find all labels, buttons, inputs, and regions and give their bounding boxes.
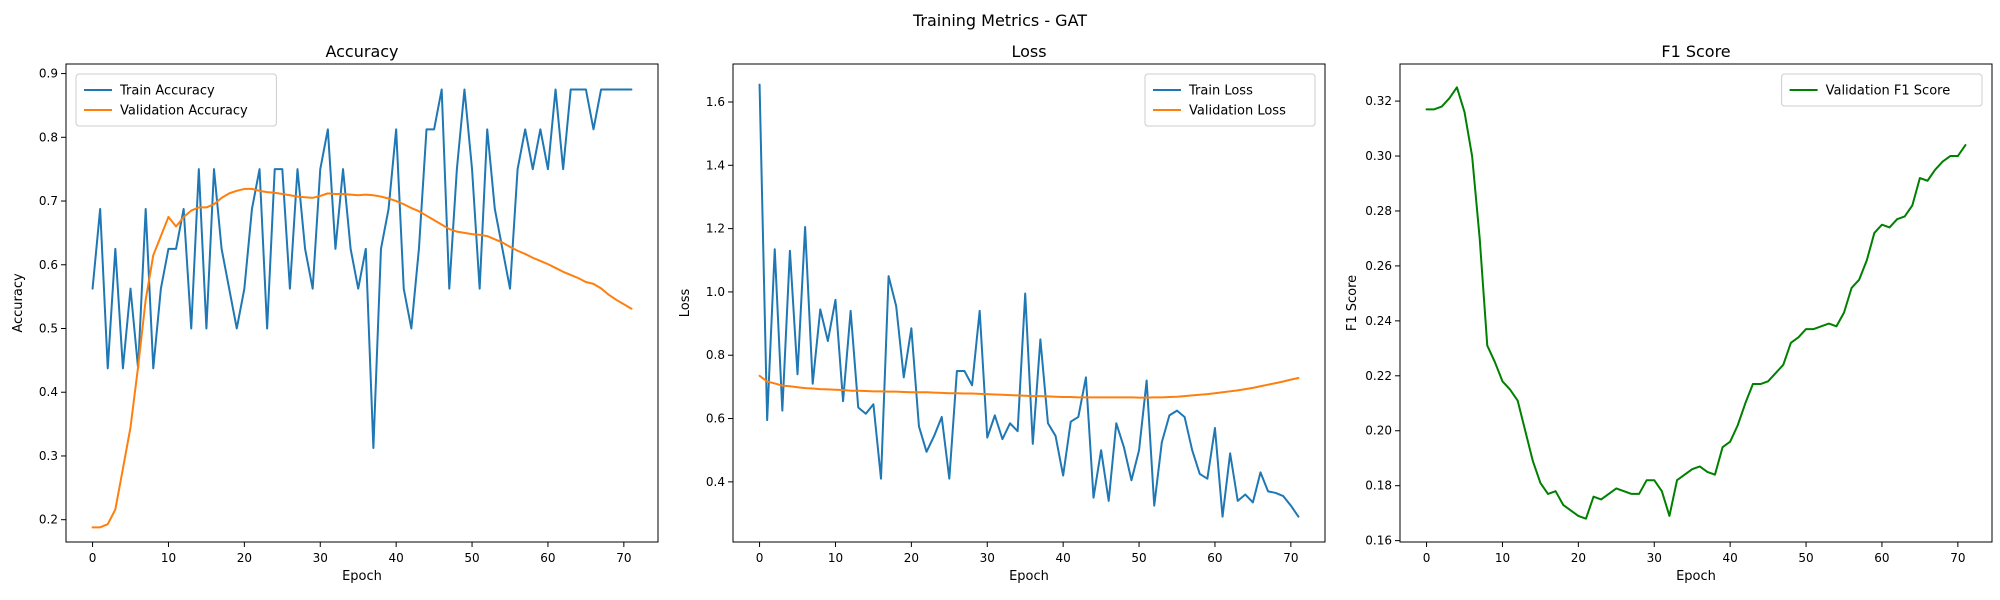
y-tick-label: 0.32 <box>1365 94 1392 108</box>
legend: Train Accuracy Validation Accuracy <box>75 73 277 127</box>
y-tick-label: 0.4 <box>39 385 58 399</box>
x-tick-label: 40 <box>389 551 404 565</box>
y-tick-label: 0.8 <box>706 348 725 362</box>
subplot-title: Loss <box>1011 42 1046 61</box>
y-tick-label: 1.4 <box>706 158 725 172</box>
x-tick-label: 0 <box>756 551 764 565</box>
series-line-train-loss <box>758 83 1300 518</box>
x-tick-label: 0 <box>1423 551 1431 565</box>
y-tick-label: 1.6 <box>706 95 725 109</box>
series-line-validation-accuracy <box>91 187 633 529</box>
subplot-title: F1 Score <box>1661 42 1730 61</box>
x-tick-label: 0 <box>89 551 97 565</box>
y-axis-label: F1 Score <box>1345 275 1360 331</box>
y-tick-label: 0.7 <box>39 194 58 208</box>
subplot-3: 0 10 20 30 40 50 60 70 0.16 0.18 0.20 0.22 0.24 0.26 0… <box>1345 42 1993 584</box>
subplot-2: 0 10 20 30 40 50 60 70 0.4 0.6 0.8 1.0 1.2 1.4 1.6 Loss… <box>678 42 1326 584</box>
legend-label: Train Accuracy <box>119 84 215 99</box>
y-tick-label: 0.30 <box>1365 149 1392 163</box>
y-tick-label: 0.6 <box>706 412 725 426</box>
subplot-title: Accuracy <box>325 42 398 61</box>
x-tick-label: 20 <box>237 551 252 565</box>
x-tick-label: 60 <box>1207 551 1222 565</box>
x-tick-label: 50 <box>1131 551 1146 565</box>
x-tick-label: 10 <box>828 551 843 565</box>
x-tick-label: 10 <box>161 551 176 565</box>
x-tick-label: 20 <box>1571 551 1586 565</box>
x-tick-label: 70 <box>1283 551 1298 565</box>
x-tick-label: 40 <box>1056 551 1071 565</box>
x-tick-label: 10 <box>1495 551 1510 565</box>
x-tick-label: 30 <box>980 551 995 565</box>
y-axis-label: Loss <box>678 289 693 318</box>
y-tick-label: 0.9 <box>39 67 58 81</box>
x-tick-label: 20 <box>904 551 919 565</box>
y-tick-label: 0.26 <box>1365 259 1392 273</box>
y-tick-label: 1.0 <box>706 285 725 299</box>
axes-frame <box>65 63 659 543</box>
y-tick-label: 0.16 <box>1365 534 1392 548</box>
x-axis-label: Epoch <box>1676 569 1716 584</box>
axes-frame <box>1399 63 1993 543</box>
legend-label: Validation Loss <box>1189 104 1286 119</box>
y-tick-label: 1.2 <box>706 222 725 236</box>
subplot-1: 0 10 20 30 40 50 60 70 0.2 0.3 0.4 0.5 0.6 0.7 0.8 0.9 A… <box>11 42 659 584</box>
y-tick-label: 0.4 <box>706 475 725 489</box>
y-tick-label: 0.3 <box>39 449 58 463</box>
legend-box <box>1144 73 1316 127</box>
y-tick-label: 0.18 <box>1365 479 1392 493</box>
legend: Validation F1 Score <box>1781 73 1983 107</box>
y-tick-label: 0.28 <box>1365 204 1392 218</box>
x-tick-label: 70 <box>1950 551 1965 565</box>
series-line-validation-loss <box>758 374 1300 399</box>
series-line-train-accuracy <box>91 88 633 449</box>
axes-frame <box>732 63 1326 543</box>
y-axis-label: Accuracy <box>11 273 26 333</box>
y-tick-label: 0.2 <box>39 513 58 527</box>
legend-label: Validation Accuracy <box>120 104 248 119</box>
legend-label: Validation F1 Score <box>1826 84 1951 99</box>
y-tick-label: 0.22 <box>1365 369 1392 383</box>
x-axis-label: Epoch <box>1009 569 1049 584</box>
legend-label: Train Loss <box>1188 84 1253 99</box>
legend: Train Loss Validation Loss <box>1144 73 1316 127</box>
x-tick-label: 70 <box>616 551 631 565</box>
x-tick-label: 60 <box>1874 551 1889 565</box>
subplots: 0 10 20 30 40 50 60 70 0.2 0.3 0.4 0.5 0.6 0.7 0.8 0.9 A… <box>11 42 1993 584</box>
x-tick-label: 40 <box>1723 551 1738 565</box>
y-tick-label: 0.6 <box>39 258 58 272</box>
series-line-validation-f1-score <box>1425 86 1967 520</box>
y-tick-label: 0.5 <box>39 321 58 335</box>
legend-box <box>75 73 277 127</box>
y-tick-label: 0.20 <box>1365 424 1392 438</box>
x-tick-label: 30 <box>313 551 328 565</box>
x-tick-label: 60 <box>540 551 555 565</box>
x-tick-label: 30 <box>1647 551 1662 565</box>
x-axis-label: Epoch <box>342 569 382 584</box>
legend-box <box>1781 73 1983 107</box>
x-tick-label: 50 <box>464 551 479 565</box>
figure-suptitle: Training Metrics - GAT <box>912 11 1087 30</box>
x-tick-label: 50 <box>1798 551 1813 565</box>
y-tick-label: 0.8 <box>39 130 58 144</box>
y-tick-label: 0.24 <box>1365 314 1392 328</box>
